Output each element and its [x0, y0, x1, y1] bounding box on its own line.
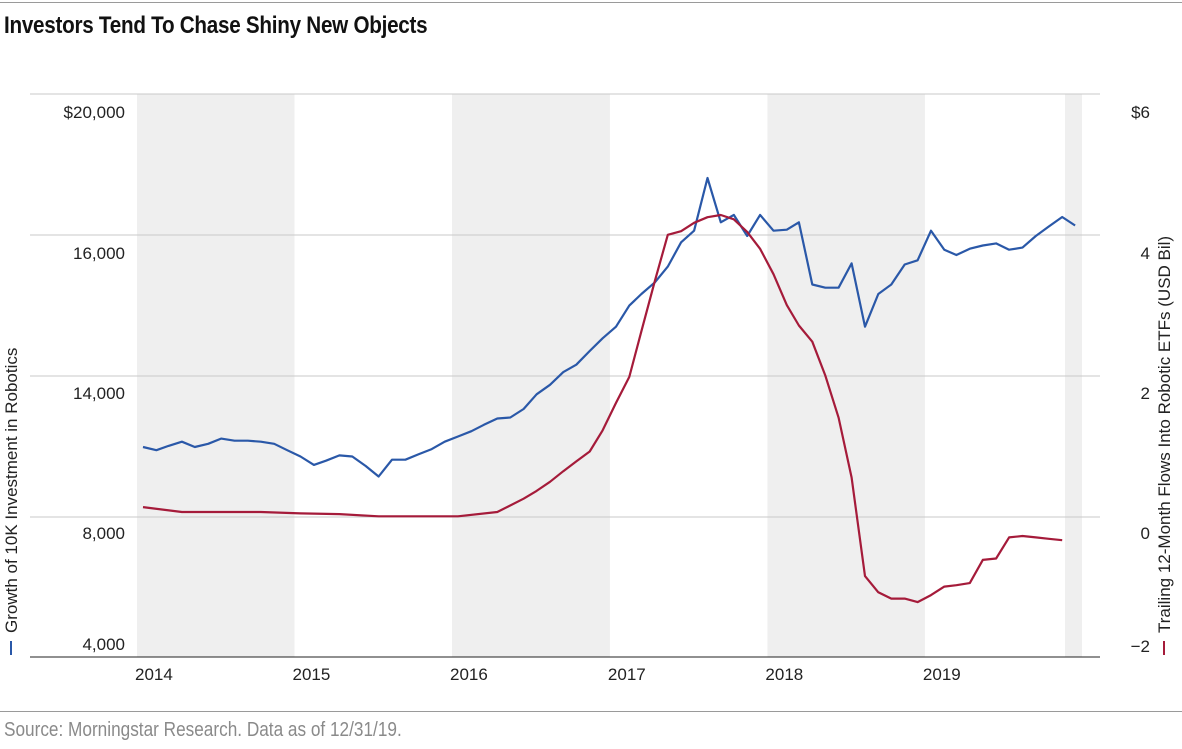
- right-tick-label: 2: [1141, 384, 1150, 403]
- left-axis-label-group: Growth of 10K Investment in Robotics: [2, 348, 21, 655]
- right-tick-label: −2: [1131, 637, 1150, 656]
- source-note: Source: Morningstar Research. Data as of…: [4, 719, 402, 741]
- axis-labels: Growth of 10K Investment in Robotics Trai…: [2, 236, 1174, 655]
- left-tick-label: 16,000: [73, 244, 125, 263]
- left-axis-tick-labels: $20,000 16,000 14,000 8,000 4,000: [64, 103, 125, 654]
- right-tick-label: $6: [1131, 103, 1150, 122]
- x-tick-label: 2018: [765, 665, 803, 684]
- right-axis-label-group: Trailing 12-Month Flows Into Robotic ETF…: [1155, 236, 1174, 655]
- x-tick-label: 2015: [293, 665, 331, 684]
- x-axis-tick-labels: 2014 2015 2016 2017 2018 2019: [135, 665, 961, 684]
- series-line-1: [142, 213, 1063, 604]
- bottom-rule: [0, 711, 1182, 712]
- left-tick-label: $20,000: [64, 103, 125, 122]
- x-tick-label: 2016: [450, 665, 488, 684]
- series-lines: [142, 176, 1076, 604]
- chart-title: Investors Tend To Chase Shiny New Object…: [4, 12, 428, 39]
- left-tick-label: 14,000: [73, 384, 125, 403]
- gridlines: [30, 93, 1100, 658]
- x-tick-label: 2014: [135, 665, 173, 684]
- left-tick-label: 4,000: [82, 635, 125, 654]
- right-axis-tick-labels: $6 4 2 0 −2: [1131, 103, 1150, 656]
- series-line-0: [142, 176, 1076, 478]
- right-tick-label: 0: [1141, 524, 1150, 543]
- left-axis-label: Growth of 10K Investment in Robotics: [2, 348, 21, 633]
- x-tick-label: 2019: [923, 665, 961, 684]
- x-tick-label: 2017: [608, 665, 646, 684]
- right-tick-label: 4: [1141, 244, 1150, 263]
- right-axis-label: Trailing 12-Month Flows Into Robotic ETF…: [1155, 236, 1174, 633]
- top-rule: [0, 2, 1182, 3]
- left-tick-label: 8,000: [82, 524, 125, 543]
